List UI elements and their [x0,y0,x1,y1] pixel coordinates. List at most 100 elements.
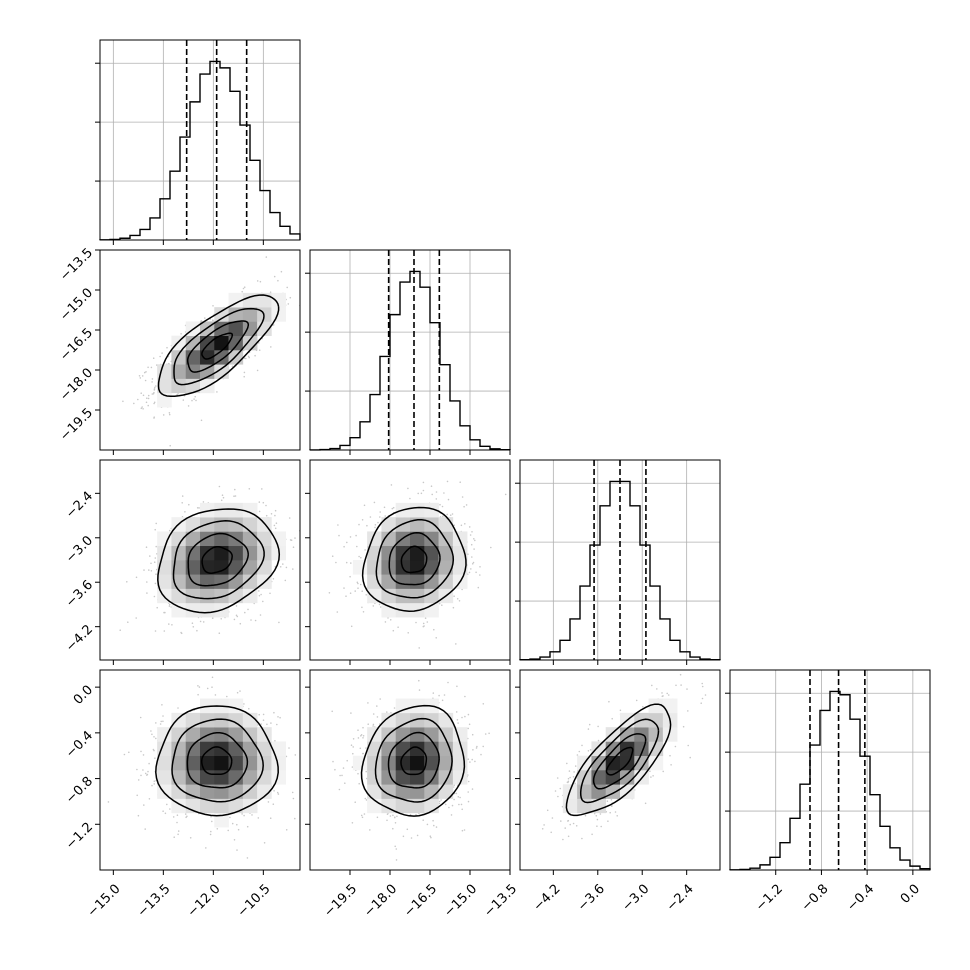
y-tick-label: −0.4 [63,728,96,761]
density-cell [367,784,382,799]
x-tick-label: −12.0 [185,882,224,921]
density-cell [648,698,664,714]
x-tick-label: −13.5 [135,882,174,921]
density-cell [271,307,287,322]
density-cell [395,727,411,742]
ticks-2-2 [552,660,688,665]
panel-frame [519,459,721,661]
density-cell [171,545,187,561]
x-tick-label: −0.4 [844,882,877,915]
density-cell [242,531,258,547]
density-cell [185,755,201,771]
density-cell [171,755,187,771]
density-cell [157,545,172,561]
y-tick-label: −3.0 [63,533,96,566]
y-tick-label: −15.0 [57,285,96,324]
density-cell [395,712,411,728]
contour-line [387,731,440,789]
density-cell [228,502,244,518]
density-cell [242,307,258,322]
density-cell [367,755,382,771]
density-cell [381,588,397,604]
density-cell [228,321,244,337]
density-cell [424,517,439,532]
x-tick-label: −2.4 [664,882,697,915]
density-cell [171,712,187,728]
x-tick-label: −18.0 [361,882,400,921]
density-cell [157,378,172,394]
density-cell [257,727,272,742]
density-cell [200,755,215,771]
density-cell [395,545,411,561]
density-cell [410,588,425,604]
density-cell [381,602,397,618]
panel-frame [99,459,301,661]
scatter-panel-1-0 [99,249,301,451]
contour-line [592,733,647,790]
density-cell [157,531,172,547]
density-cell [200,602,215,618]
density-cell [605,727,621,742]
contour-line [361,506,467,613]
density-cell [367,560,382,575]
ticks-0-0 [112,240,264,245]
ticks-3-2 [515,686,688,875]
density-cell [438,727,454,742]
y-tick-label: −1.2 [63,820,96,853]
x-tick-label: −3.0 [619,882,652,915]
x-tick-label: −16.5 [401,882,440,921]
density-cell [452,560,468,575]
density-cell [157,755,172,771]
density-cell [200,588,215,604]
density-cell [171,784,187,799]
density-cell [242,712,258,728]
density-cell [381,712,397,728]
y-tick-label: −16.5 [57,325,96,364]
density-cell [381,517,397,532]
histogram-panel-3 [725,669,931,871]
density-cell [257,770,272,785]
contour-line [565,703,672,817]
contour-line [201,332,234,360]
histogram-panel-0 [95,39,301,241]
density-cell [242,545,258,561]
x-tick-label: −15.0 [441,882,480,921]
density-cell [200,350,215,365]
density-cell [257,531,272,547]
x-tick-label: −4.2 [531,882,564,915]
ticks-2-0 [95,492,264,665]
density-cell [424,545,439,561]
density-cell [214,574,229,589]
density-cell [438,784,454,799]
density-cell [410,574,425,589]
density-cell [171,364,187,379]
panel-frame [99,39,301,241]
contour-line [374,717,453,803]
density-cell [410,502,425,518]
density-cell [452,755,468,771]
density-cell [214,727,229,742]
x-tick-label: −15.0 [85,882,124,921]
scatter-panel-2-0 [99,459,301,661]
density-cell [242,560,258,575]
contour-line [186,320,250,373]
density-cell [395,755,411,771]
density-cell [452,531,468,547]
ticks-3-0 [95,686,264,875]
panel-frame [99,249,301,451]
density-cell [577,798,592,814]
contour-line [201,546,233,574]
density-cell [200,531,215,547]
density-cell [228,712,244,728]
panel-frame [519,669,721,871]
histogram-panel-2 [515,459,721,661]
density-cell [200,727,215,742]
density-cell [438,517,454,532]
histogram-step-line [99,60,301,241]
density-cell [271,531,287,547]
density-cell [271,770,287,785]
contour-line [157,294,280,398]
density-cell [591,798,607,814]
contour-line [173,307,265,386]
density-cell [171,727,187,742]
